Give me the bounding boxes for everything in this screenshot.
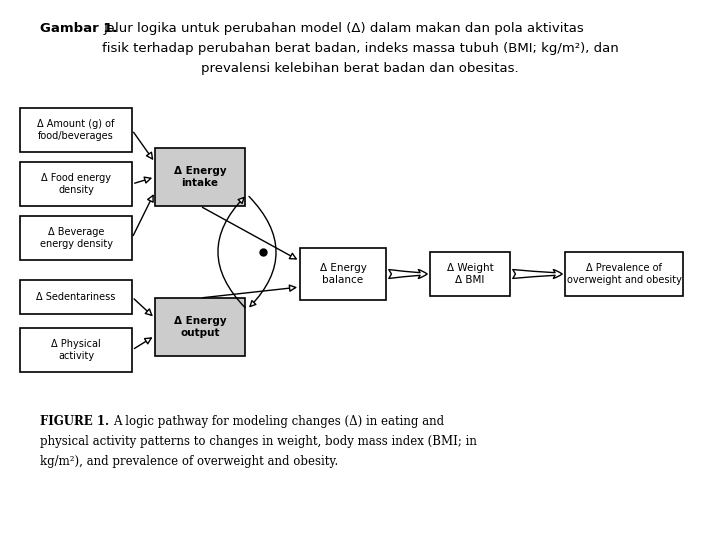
Text: Δ Beverage
energy density: Δ Beverage energy density — [40, 227, 112, 249]
Bar — [20, 108, 132, 152]
Text: Jalur logika untuk perubahan model (Δ) dalam makan dan pola aktivitas: Jalur logika untuk perubahan model (Δ) d… — [104, 22, 585, 35]
Text: physical activity patterns to changes in weight, body mass index (BMI; in: physical activity patterns to changes in… — [40, 435, 477, 448]
Bar — [155, 298, 245, 356]
Bar — [565, 252, 683, 296]
Text: Δ Amount (g) of
food/beverages: Δ Amount (g) of food/beverages — [37, 119, 114, 141]
Bar — [20, 162, 132, 206]
Bar — [20, 216, 132, 260]
Text: Δ Energy
intake: Δ Energy intake — [174, 166, 226, 188]
Text: kg/m²), and prevalence of overweight and obesity.: kg/m²), and prevalence of overweight and… — [40, 455, 338, 468]
Text: fisik terhadap perubahan berat badan, indeks massa tubuh (BMI; kg/m²), dan: fisik terhadap perubahan berat badan, in… — [102, 42, 618, 55]
Bar — [20, 328, 132, 372]
Text: Δ Energy
output: Δ Energy output — [174, 315, 226, 339]
Bar — [430, 252, 510, 296]
Bar — [155, 148, 245, 206]
Text: Δ Sedentariness: Δ Sedentariness — [36, 292, 116, 302]
Text: Δ Food energy
density: Δ Food energy density — [41, 173, 111, 195]
Bar — [300, 248, 386, 300]
Text: Δ Weight
Δ BMI: Δ Weight Δ BMI — [446, 262, 493, 286]
Text: FIGURE 1.: FIGURE 1. — [40, 415, 109, 428]
Text: A logic pathway for modeling changes (Δ) in eating and: A logic pathway for modeling changes (Δ)… — [113, 415, 444, 428]
Text: Gambar 1.: Gambar 1. — [40, 22, 117, 35]
Text: Δ Physical
activity: Δ Physical activity — [51, 339, 101, 361]
Text: Δ Prevalence of
overweight and obesity: Δ Prevalence of overweight and obesity — [567, 262, 681, 286]
Bar — [20, 280, 132, 314]
Text: Δ Energy
balance: Δ Energy balance — [320, 262, 366, 286]
Text: prevalensi kelebihan berat badan dan obesitas.: prevalensi kelebihan berat badan dan obe… — [201, 62, 519, 75]
